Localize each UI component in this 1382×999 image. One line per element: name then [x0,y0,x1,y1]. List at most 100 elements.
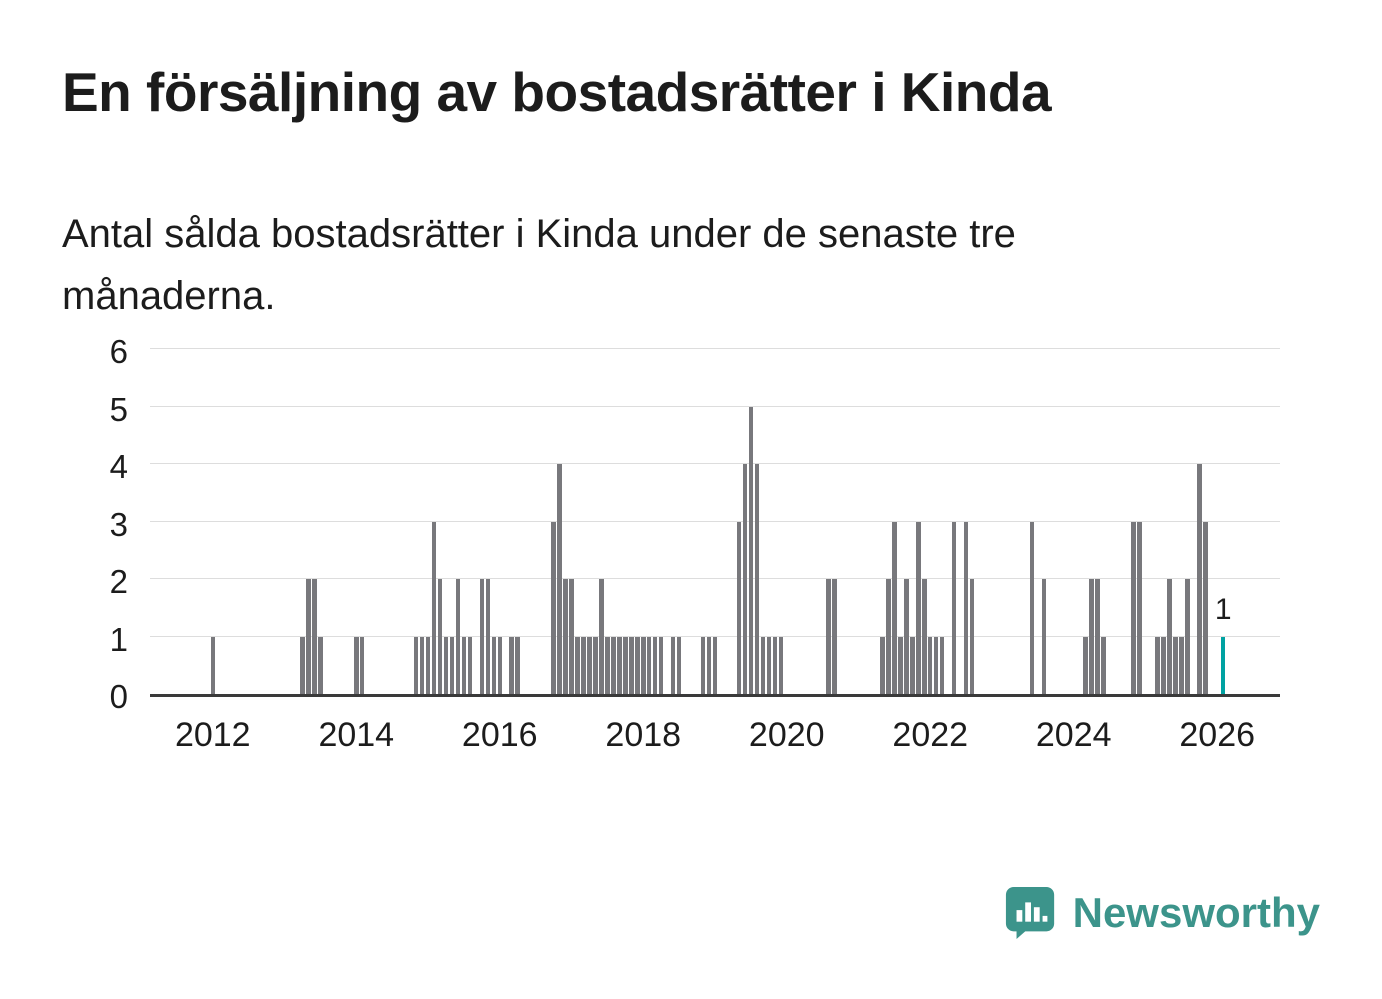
bar [515,636,520,694]
x-tick-label: 2012 [174,716,251,754]
y-tick-label: 5 [109,390,128,428]
bar [413,636,419,694]
bar [754,464,760,694]
bar [485,579,491,694]
bar [617,636,622,694]
bar [1167,579,1172,694]
x-tick-label: 2022 [892,716,969,754]
y-axis: 0 1 2 3 4 5 6 [0,333,128,715]
bar [766,636,772,694]
bar [951,521,957,694]
x-tick-label: 2020 [748,716,825,754]
x-tick-label: 2026 [1179,716,1256,754]
gridline [150,348,1280,349]
bar [491,636,497,694]
bar [1137,521,1142,694]
bar [1131,521,1136,694]
bar [1179,636,1184,694]
bar [455,579,461,694]
bar-current-period [1220,636,1226,694]
newsworthy-logo-icon [1004,885,1058,941]
bar [1197,464,1202,694]
bar [557,464,562,694]
bar [354,636,359,694]
chart-title: En försäljning av bostadsrätter i Kinda [62,61,1052,123]
bar [623,636,628,694]
chart-subtitle: Antal sålda bostadsrätter i Kinda under … [62,212,1016,318]
bar [443,636,449,694]
bar [509,636,514,694]
bar [904,579,909,694]
bar [898,636,903,694]
bar [641,636,646,694]
bar [652,636,658,694]
bar [933,636,939,694]
gridline [150,578,1280,579]
bar [1161,636,1166,694]
bar [300,636,305,694]
bar [760,636,766,694]
bar [479,579,485,694]
bar [551,521,556,694]
bar [742,464,748,694]
y-tick-label: 0 [109,678,128,715]
bar [318,636,323,694]
bar [892,521,897,694]
x-tick-label: 2016 [461,716,538,754]
bar [437,579,443,694]
bar [1185,579,1190,694]
gridline [150,635,1280,637]
bar [910,636,915,694]
gridline [150,520,1280,522]
bar [736,521,742,694]
bar [635,636,640,694]
bar [646,636,652,694]
bar [1029,521,1035,694]
bar [772,636,778,694]
bar [425,636,431,694]
bar [593,636,598,694]
bar [1041,579,1047,694]
bar [306,579,311,694]
plot-area: 1 [150,348,1280,697]
bar [575,636,580,694]
bar [880,636,885,694]
newsworthy-logo-text: Newsworthy [1072,889,1320,936]
bar [712,636,718,694]
bar [1203,521,1208,694]
bar [605,636,610,694]
bar [569,579,574,694]
gridline [150,405,1280,407]
bar [1101,636,1106,694]
y-tick-label: 2 [109,563,128,600]
x-tick-label: 2018 [605,716,682,754]
bar [916,521,921,694]
bar [670,636,676,694]
bar [927,636,933,694]
x-tick-label: 2014 [318,716,395,754]
bar [748,406,754,694]
bar [1155,636,1160,694]
bar [922,579,927,694]
bar [419,636,425,694]
bar [581,636,586,694]
bar [611,636,616,694]
bar [676,636,682,694]
bar [359,636,365,694]
bar [587,636,592,694]
gridline [150,463,1280,464]
bar [449,636,455,694]
bar [1095,579,1100,694]
y-tick-label: 6 [109,333,128,370]
bar [832,579,837,694]
y-tick-label: 4 [109,448,128,485]
bar [497,636,502,694]
bar [431,521,437,694]
bar [778,636,784,694]
y-tick-label: 3 [109,505,128,543]
bar [706,636,712,694]
x-axis: 2012 2014 2016 2018 2020 2022 2024 2026 [150,716,1280,760]
last-bar-value-label: 1 [1214,592,1232,626]
newsworthy-logo: Newsworthy [1004,885,1320,941]
